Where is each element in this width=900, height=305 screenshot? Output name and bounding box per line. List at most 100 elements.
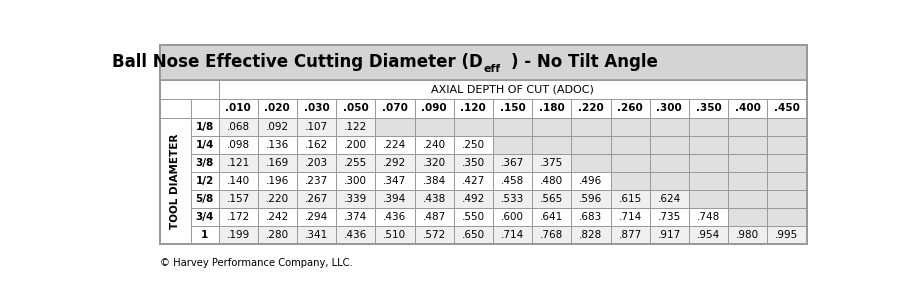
Bar — [493, 118, 532, 136]
Bar — [415, 154, 454, 172]
Text: .136: .136 — [266, 140, 289, 150]
Text: .172: .172 — [227, 212, 249, 222]
Text: .092: .092 — [266, 122, 289, 132]
Bar — [688, 226, 728, 244]
Text: .121: .121 — [227, 158, 249, 168]
Bar — [688, 136, 728, 154]
Text: .320: .320 — [423, 158, 446, 168]
Bar — [336, 190, 375, 208]
Text: .292: .292 — [383, 158, 407, 168]
Text: .384: .384 — [422, 176, 446, 186]
Text: .533: .533 — [501, 194, 524, 204]
Bar — [728, 118, 768, 136]
Bar — [454, 136, 493, 154]
Bar — [375, 190, 415, 208]
Bar — [336, 118, 375, 136]
Bar — [650, 208, 688, 226]
Text: .220: .220 — [578, 103, 604, 113]
Bar — [688, 190, 728, 208]
Text: .162: .162 — [305, 140, 328, 150]
Bar — [297, 118, 336, 136]
Text: eff: eff — [484, 63, 501, 74]
Text: .010: .010 — [225, 103, 251, 113]
Bar — [610, 136, 650, 154]
Bar — [257, 190, 297, 208]
Text: .427: .427 — [462, 176, 485, 186]
Bar — [768, 99, 806, 118]
Text: .169: .169 — [266, 158, 289, 168]
Bar — [297, 136, 336, 154]
Bar — [257, 118, 297, 136]
Bar — [160, 118, 191, 244]
Text: .030: .030 — [303, 103, 329, 113]
Text: .224: .224 — [383, 140, 407, 150]
Bar — [415, 118, 454, 136]
Bar — [650, 118, 688, 136]
Bar — [336, 226, 375, 244]
Text: .714: .714 — [618, 212, 642, 222]
Bar — [297, 190, 336, 208]
Text: .267: .267 — [305, 194, 328, 204]
Bar — [572, 190, 610, 208]
Bar — [336, 136, 375, 154]
Text: .615: .615 — [618, 194, 642, 204]
Bar — [454, 190, 493, 208]
Text: © Harvey Performance Company, LLC.: © Harvey Performance Company, LLC. — [160, 257, 353, 267]
Bar — [768, 226, 806, 244]
Text: .367: .367 — [501, 158, 524, 168]
Text: .020: .020 — [265, 103, 290, 113]
Bar — [257, 136, 297, 154]
Bar — [191, 226, 219, 244]
Bar — [532, 172, 572, 190]
Text: .341: .341 — [305, 230, 328, 240]
Bar — [768, 208, 806, 226]
Bar — [768, 118, 806, 136]
Bar — [454, 226, 493, 244]
Text: Ball Nose Effective Cutting Diameter (D: Ball Nose Effective Cutting Diameter (D — [112, 53, 483, 71]
Text: .374: .374 — [344, 212, 367, 222]
Bar — [610, 172, 650, 190]
Text: .480: .480 — [540, 176, 563, 186]
Bar — [493, 190, 532, 208]
Text: .090: .090 — [421, 103, 447, 113]
Bar — [415, 99, 454, 118]
Bar — [336, 154, 375, 172]
Bar — [191, 136, 219, 154]
Bar — [532, 99, 572, 118]
Bar — [493, 208, 532, 226]
Text: .098: .098 — [227, 140, 249, 150]
Bar — [728, 136, 768, 154]
Bar — [191, 99, 219, 118]
Text: .242: .242 — [266, 212, 289, 222]
Bar — [768, 190, 806, 208]
Text: .203: .203 — [305, 158, 328, 168]
Text: .436: .436 — [383, 212, 407, 222]
Text: .260: .260 — [617, 103, 643, 113]
Bar — [375, 118, 415, 136]
Text: .350: .350 — [462, 158, 485, 168]
Text: .199: .199 — [227, 230, 249, 240]
Bar — [191, 118, 219, 136]
Bar — [219, 118, 257, 136]
Bar — [375, 208, 415, 226]
Text: .394: .394 — [383, 194, 407, 204]
Text: .220: .220 — [266, 194, 289, 204]
Text: 1: 1 — [201, 230, 208, 240]
Text: .150: .150 — [500, 103, 526, 113]
Bar — [493, 99, 532, 118]
Bar — [257, 226, 297, 244]
Bar — [375, 136, 415, 154]
Bar — [219, 190, 257, 208]
Bar — [610, 99, 650, 118]
Text: .600: .600 — [501, 212, 524, 222]
Bar — [191, 190, 219, 208]
Bar — [650, 226, 688, 244]
Text: .255: .255 — [344, 158, 367, 168]
Bar — [160, 80, 219, 99]
Bar — [572, 226, 610, 244]
Bar — [650, 136, 688, 154]
Text: .120: .120 — [461, 103, 486, 113]
Bar — [297, 154, 336, 172]
Bar — [375, 226, 415, 244]
Bar — [454, 154, 493, 172]
